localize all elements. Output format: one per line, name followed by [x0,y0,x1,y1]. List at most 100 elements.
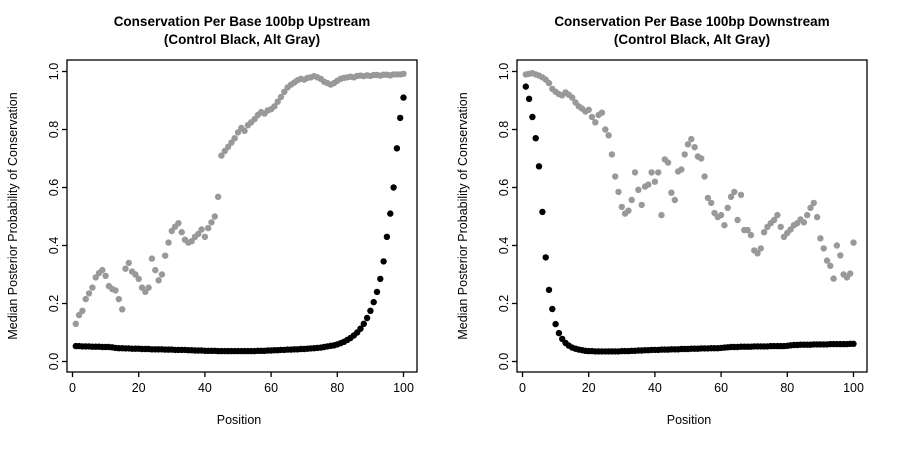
data-point [760,229,768,236]
data-point [823,257,831,264]
y-tick-label: 1.0 [47,63,61,80]
data-point [99,266,106,274]
x-tick-label: 100 [843,381,864,395]
y-tick-label: 0.2 [497,295,511,312]
downstream-chart-panel: Conservation Per Base 100bp Downstream (… [450,0,900,450]
x-tick-label: 0 [69,381,76,395]
data-point [664,159,672,166]
control-series-points [72,94,407,355]
y-tick-label: 0.8 [497,121,511,138]
data-point [615,188,622,196]
data-point [549,305,556,313]
data-point [638,201,645,209]
data-point [721,222,728,229]
data-point [205,224,212,232]
data-point [704,194,712,202]
data-point [119,306,126,313]
x-axis-label: Position [667,413,712,427]
data-point [807,204,814,211]
data-point [522,83,529,90]
y-tick-label: 1.0 [497,63,511,80]
data-point [281,88,288,96]
data-point [165,239,172,246]
data-point [628,196,635,204]
data-point [757,245,764,252]
data-point [525,95,533,103]
data-point [360,320,367,327]
x-tick-label: 60 [714,381,728,395]
data-point [198,226,205,233]
data-point [635,186,642,193]
data-point [390,184,397,191]
data-point [201,233,209,240]
data-point [658,211,665,219]
data-point [598,109,606,116]
chart-title-line2: (Control Black, Alt Gray) [163,32,321,47]
data-point [188,238,195,245]
downstream-scatter-plot: Position Median Posterior Probability of… [456,59,868,427]
y-tick-label: 0.4 [47,237,61,254]
x-tick-label: 40 [198,381,212,395]
data-point [102,272,109,280]
data-point [847,270,854,277]
x-tick-label: 0 [519,381,526,395]
data-point [122,265,129,272]
data-point [555,329,563,337]
data-point [383,233,391,240]
data-point [393,145,401,152]
data-point [357,325,364,332]
y-axis: 0.0 0.2 0.4 0.6 0.8 1.0 [497,63,517,370]
data-point [373,288,381,296]
data-point [833,242,841,249]
data-point [701,173,708,180]
data-point [691,144,698,151]
data-point [148,255,156,262]
data-point [717,211,725,219]
data-point [830,275,837,282]
data-point [125,259,132,267]
data-point [747,231,755,239]
control-series-points [522,83,857,355]
downstream-chart-title: Conservation Per Base 100bp Downstream (… [467,13,900,49]
data-point [648,169,655,176]
data-point [708,199,715,207]
data-point [132,271,139,278]
x-tick-label: 100 [393,381,414,395]
data-point [850,340,857,347]
data-point [214,193,222,200]
upstream-scatter-plot: Position Median Posterior Probability of… [6,59,418,427]
data-point [234,129,242,136]
data-point [645,181,652,188]
data-point [195,230,202,238]
x-tick-label: 20 [582,381,596,395]
data-point [539,208,546,216]
data-point [612,173,619,180]
data-point [112,287,119,294]
y-tick-label: 0.6 [497,179,511,196]
y-tick-label: 0.2 [47,295,61,312]
data-point [625,207,632,214]
x-tick-label: 80 [780,381,794,395]
data-point [727,193,735,200]
data-point [397,114,404,122]
data-point [688,135,695,143]
data-point [89,284,96,291]
data-point [377,275,384,283]
x-tick-label: 80 [330,381,344,395]
data-point [817,235,824,242]
plot-frame [516,59,868,373]
data-point [532,135,539,142]
data-point [277,93,285,101]
data-point [135,275,142,283]
data-point [158,271,166,278]
data-point [274,98,281,105]
data-point [400,70,407,78]
data-point [592,119,599,126]
data-point [115,295,123,303]
upstream-chart-title: Conservation Per Base 100bp Upstream (Co… [17,13,467,49]
data-point [271,103,278,110]
data-point [810,199,817,207]
data-point [827,262,834,269]
data-point [813,213,821,221]
